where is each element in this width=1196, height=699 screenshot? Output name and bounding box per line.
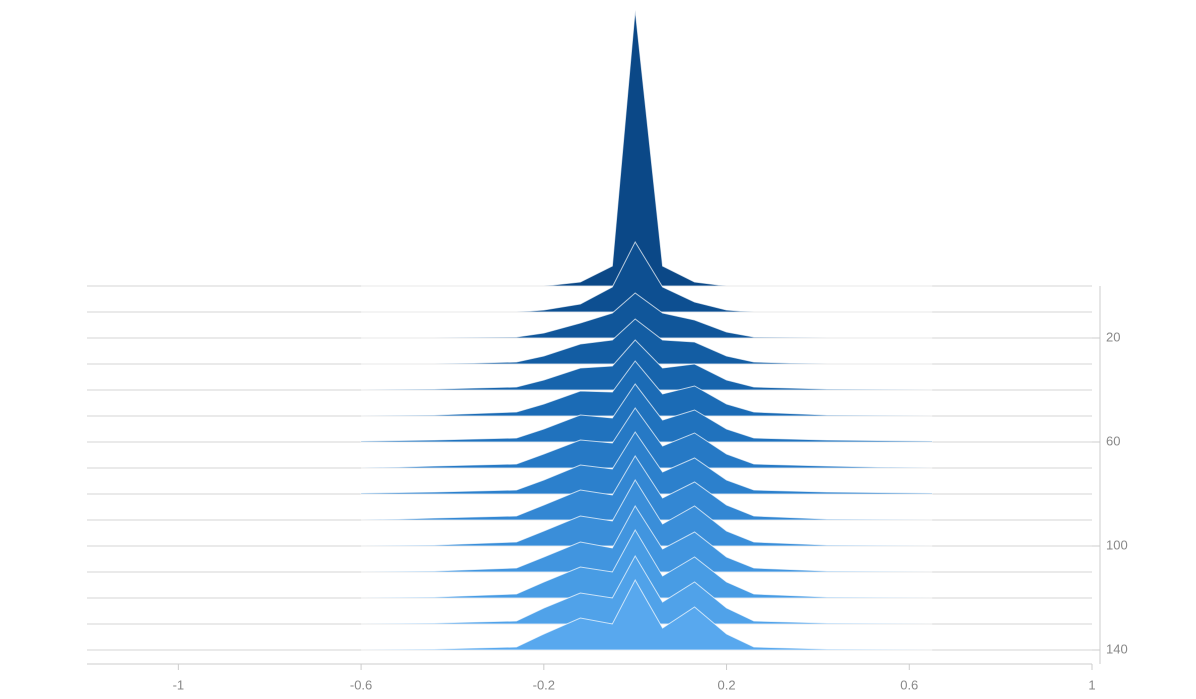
histogram-ridge [361, 554, 933, 625]
histogram-ridge [361, 9, 933, 287]
histogram-ridge [361, 505, 933, 573]
x-tick-label: 0.2 [718, 677, 736, 692]
histogram-ridge [361, 479, 933, 547]
y-tick-label: 20 [1106, 329, 1120, 344]
histogram-ridge [361, 528, 933, 599]
histogram-ridge [361, 339, 933, 391]
y-tick-label: 140 [1106, 641, 1128, 656]
x-tick-label: 0.6 [900, 677, 918, 692]
y-tick-label: 100 [1106, 537, 1128, 552]
histogram-ridge [360, 431, 933, 495]
histogram-ridge [361, 407, 933, 469]
histogram-ridge [361, 455, 933, 521]
histogram-ridge [360, 383, 933, 443]
x-tick-label: -1 [173, 677, 185, 692]
histogram-ridge [361, 292, 933, 339]
histogram-ridge [361, 578, 933, 651]
x-tick-label: -0.2 [533, 677, 555, 692]
histogram-ridge [361, 318, 933, 365]
histogram-ridge [361, 240, 933, 313]
y-tick-label: 60 [1106, 433, 1120, 448]
x-tick-label: -0.6 [350, 677, 372, 692]
histogram-ridge [361, 360, 933, 417]
x-tick-label: 1 [1088, 677, 1095, 692]
